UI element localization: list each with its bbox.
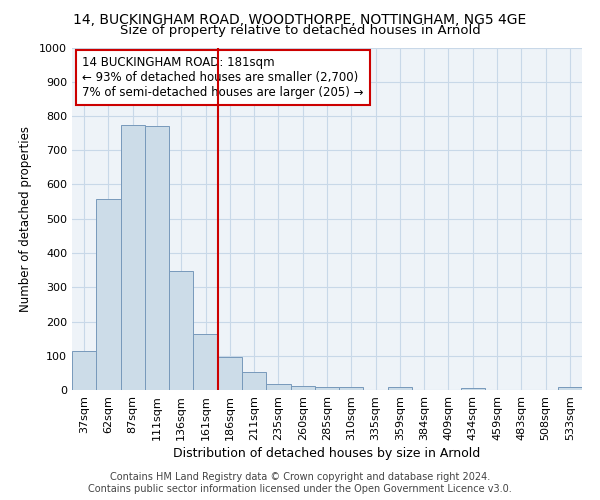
Bar xyxy=(315,386,339,390)
Bar xyxy=(388,388,412,390)
Text: 14, BUCKINGHAM ROAD, WOODTHORPE, NOTTINGHAM, NG5 4GE: 14, BUCKINGHAM ROAD, WOODTHORPE, NOTTING… xyxy=(73,12,527,26)
Bar xyxy=(72,352,96,390)
Bar xyxy=(242,372,266,390)
Text: Contains HM Land Registry data © Crown copyright and database right 2024.
Contai: Contains HM Land Registry data © Crown c… xyxy=(88,472,512,494)
Bar xyxy=(218,357,242,390)
Bar xyxy=(266,384,290,390)
Bar xyxy=(169,271,193,390)
Bar xyxy=(193,334,218,390)
Bar xyxy=(558,386,582,390)
X-axis label: Distribution of detached houses by size in Arnold: Distribution of detached houses by size … xyxy=(173,447,481,460)
Bar xyxy=(121,124,145,390)
Text: 14 BUCKINGHAM ROAD: 181sqm
← 93% of detached houses are smaller (2,700)
7% of se: 14 BUCKINGHAM ROAD: 181sqm ← 93% of deta… xyxy=(82,56,364,99)
Bar xyxy=(145,126,169,390)
Bar xyxy=(339,386,364,390)
Bar xyxy=(290,386,315,390)
Bar xyxy=(461,388,485,390)
Text: Size of property relative to detached houses in Arnold: Size of property relative to detached ho… xyxy=(119,24,481,37)
Bar xyxy=(96,199,121,390)
Y-axis label: Number of detached properties: Number of detached properties xyxy=(19,126,32,312)
